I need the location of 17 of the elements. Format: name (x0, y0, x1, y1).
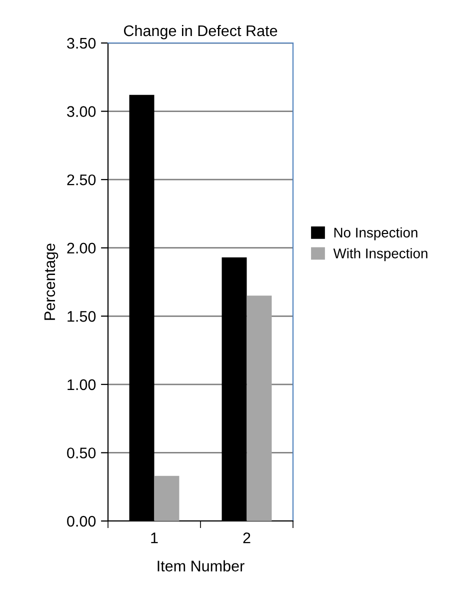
y-tick-label: 2.50 (67, 174, 96, 186)
bar (246, 296, 272, 521)
y-tick-label: 0.50 (67, 448, 96, 458)
legend-label: No Inspection (334, 227, 418, 240)
y-tick-label: 2.00 (67, 242, 96, 254)
legend-label: With Inspection (333, 248, 428, 262)
y-tick-label: 1.50 (68, 311, 96, 322)
x-tick-label: 2 (243, 532, 250, 544)
x-tick-label: 1 (151, 532, 158, 544)
y-tick-label: 0.00 (67, 516, 96, 527)
y-tick-label: 3.50 (67, 38, 96, 49)
chart-title: Change in Defect Rate (124, 24, 278, 40)
y-tick-label: 3.00 (67, 106, 96, 117)
bar (154, 476, 180, 521)
x-axis-title: Item Number (158, 560, 244, 572)
y-axis-title: Percentage (44, 244, 58, 320)
y-tick-label: 1.00 (68, 379, 96, 390)
